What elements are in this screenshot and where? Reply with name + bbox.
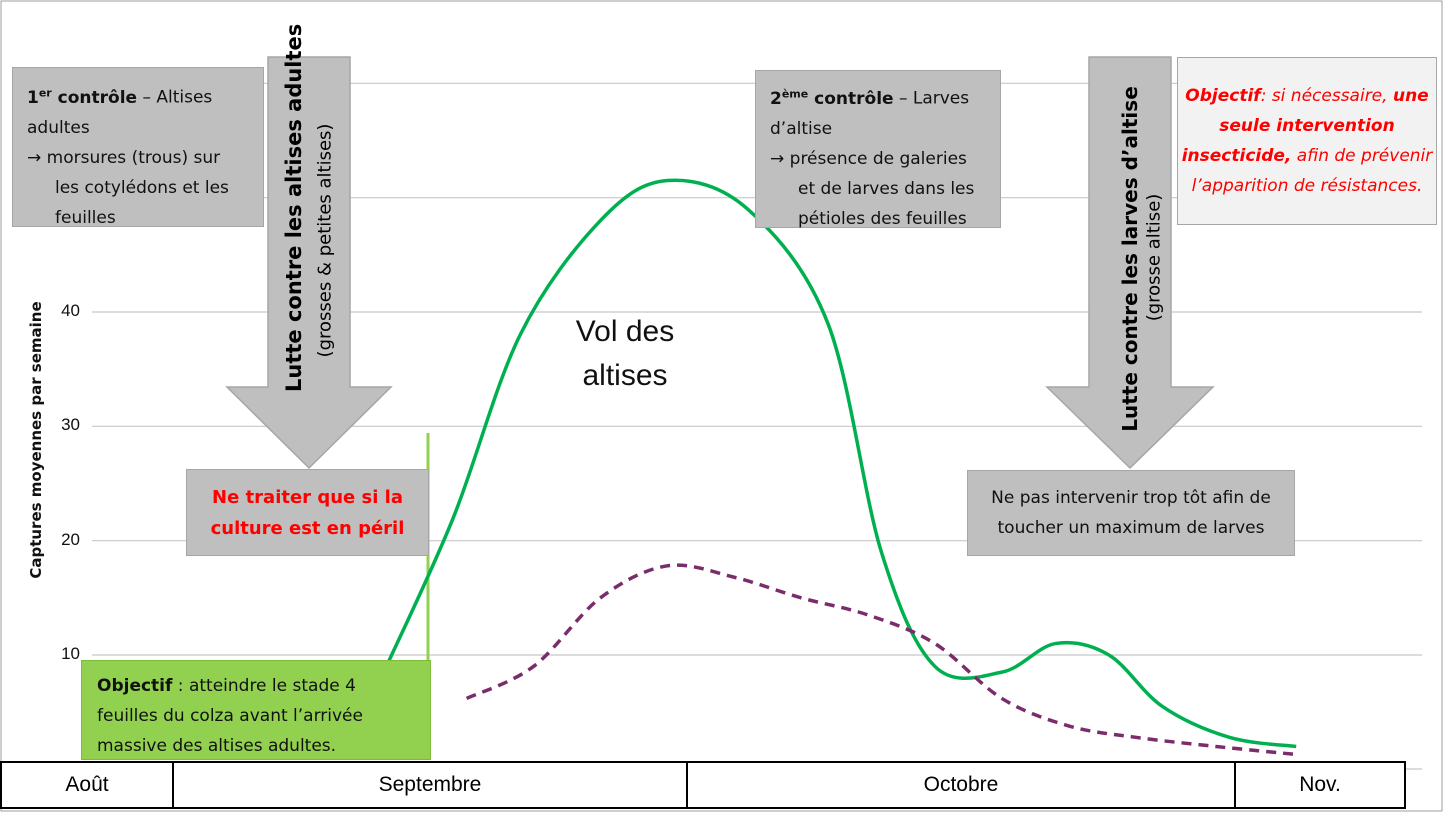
series-lines — [384, 178, 1297, 757]
c1-line4: les cotylédons et les — [55, 177, 229, 198]
c1-number: 1 — [27, 87, 39, 108]
arrow1-main-text: Lutte contre les altises adultes — [282, 23, 306, 392]
larvae-timing-box: Ne pas intervenir trop tôt afin de touch… — [967, 470, 1295, 556]
flight-annotation-line1: Vol des — [575, 315, 675, 348]
c2-line2: d’altise — [770, 118, 833, 139]
warning-text: Ne traiter que si la culture est en péri… — [210, 486, 405, 539]
c2-line3: → présence de galeries — [770, 148, 967, 169]
series-line-flight — [384, 178, 1297, 749]
arrow2-sub-text: (grosse altise) — [1143, 193, 1165, 322]
objective-stage-label: Objectif — [97, 676, 173, 696]
larvae-timing-text: Ne pas intervenir trop tôt afin de touch… — [991, 488, 1271, 538]
month-label-aout: Août — [2, 763, 174, 807]
flight-annotation: Vol des altises — [540, 310, 710, 398]
objective-label: Objectif — [1185, 86, 1261, 106]
c2-superscript: ème — [781, 87, 809, 100]
c1-title: contrôle — [51, 87, 138, 108]
y-tick-label: 30 — [61, 415, 80, 435]
c1-superscript: er — [38, 86, 52, 99]
arrow2-main-text: Lutte contre les larves d’altise — [1118, 86, 1142, 432]
warning-box: Ne traiter que si la culture est en péri… — [186, 469, 429, 556]
month-axis: Août Septembre Octobre Nov. — [0, 761, 1406, 809]
arrow-larvae-control — [1045, 56, 1215, 470]
arrow-adult-control — [225, 56, 393, 470]
c1-line3: → morsures (trous) sur — [27, 147, 221, 168]
c2-number: 2 — [770, 88, 782, 109]
c1-subtitle: – Altises — [137, 87, 213, 108]
c1-line2: adultes — [27, 117, 90, 138]
flight-annotation-line2: altises — [582, 359, 668, 392]
y-tick-label: 10 — [61, 644, 80, 663]
second-control-box: 2ème contrôle – Larves d’altise → présen… — [755, 70, 1001, 229]
c2-line5: pétioles des feuilles — [798, 208, 967, 229]
objective-bold: une seule intervention insecticide, — [1181, 86, 1429, 166]
series-line-secondary — [465, 563, 1297, 757]
month-label-septembre: Septembre — [174, 763, 688, 807]
month-label-octobre: Octobre — [688, 763, 1236, 807]
c2-title: contrôle — [808, 88, 894, 109]
objective-stage-text: : atteindre le stade 4 feuilles du colza… — [97, 676, 363, 756]
y-tick-label: 20 — [61, 529, 80, 549]
objective-stage-box: Objectif : atteindre le stade 4 feuilles… — [81, 660, 431, 760]
c2-subtitle: – Larves — [893, 88, 970, 109]
objective-sep: : si nécessaire, — [1260, 86, 1388, 106]
objective-rest: afin de prévenir l’apparition de résista… — [1191, 146, 1433, 196]
arrow1-sub-text: (grosses & petites altises) — [314, 123, 336, 358]
y-tick-label: 40 — [61, 301, 80, 320]
month-label-nov: Nov. — [1299, 773, 1341, 796]
objective-insecticide-box: Objectif: si nécessaire, une seule inter… — [1177, 57, 1437, 225]
c2-line4: et de larves dans les — [798, 178, 975, 199]
first-control-box: 1er contrôle – Altises adultes → morsure… — [12, 67, 264, 228]
c1-line5: feuilles — [55, 207, 116, 228]
